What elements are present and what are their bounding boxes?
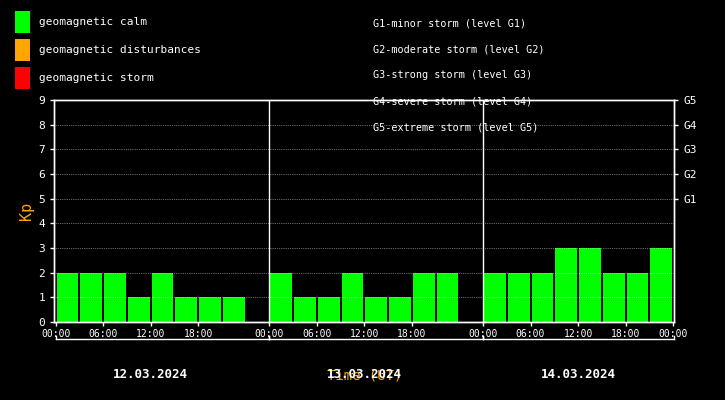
Bar — [104, 273, 126, 322]
Bar — [531, 273, 553, 322]
Text: Time (UT): Time (UT) — [327, 369, 402, 383]
Bar — [128, 297, 149, 322]
Bar — [152, 273, 173, 322]
Text: G1-minor storm (level G1): G1-minor storm (level G1) — [373, 18, 526, 28]
Bar — [365, 297, 387, 322]
Bar — [507, 273, 529, 322]
Bar — [389, 297, 411, 322]
Text: geomagnetic calm: geomagnetic calm — [39, 17, 147, 27]
Text: 12.03.2024: 12.03.2024 — [113, 368, 188, 381]
Bar — [199, 297, 221, 322]
Bar — [80, 273, 102, 322]
Text: geomagnetic disturbances: geomagnetic disturbances — [39, 45, 201, 55]
Bar — [650, 248, 672, 322]
Text: 13.03.2024: 13.03.2024 — [327, 368, 402, 381]
Bar — [626, 273, 648, 322]
Text: 14.03.2024: 14.03.2024 — [541, 368, 616, 381]
Bar — [270, 273, 292, 322]
Bar — [223, 297, 244, 322]
Bar — [318, 297, 339, 322]
Bar — [579, 248, 601, 322]
Text: G3-strong storm (level G3): G3-strong storm (level G3) — [373, 70, 533, 80]
Bar — [484, 273, 506, 322]
Text: G4-severe storm (level G4): G4-severe storm (level G4) — [373, 96, 533, 106]
Text: G5-extreme storm (level G5): G5-extreme storm (level G5) — [373, 122, 539, 132]
Y-axis label: Kp: Kp — [20, 202, 34, 220]
Bar — [341, 273, 363, 322]
Bar — [555, 248, 577, 322]
Text: G2-moderate storm (level G2): G2-moderate storm (level G2) — [373, 44, 545, 54]
Text: geomagnetic storm: geomagnetic storm — [39, 73, 154, 83]
Bar — [413, 273, 434, 322]
Bar — [294, 297, 316, 322]
Bar — [57, 273, 78, 322]
Bar — [602, 273, 625, 322]
Bar — [175, 297, 197, 322]
Bar — [436, 273, 458, 322]
